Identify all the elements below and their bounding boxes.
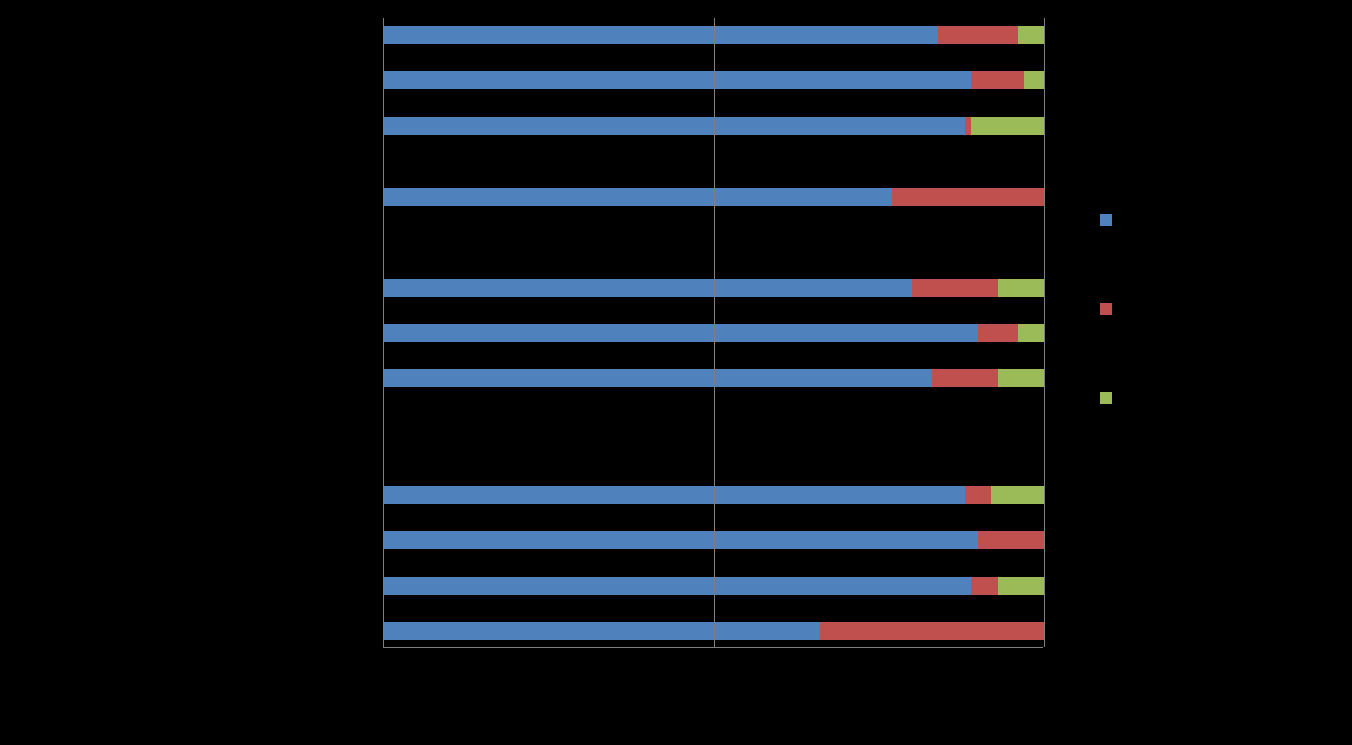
- bar-segment-series_c: [1024, 71, 1044, 89]
- bar-segment-series_b: [938, 26, 1017, 44]
- bar-segment-series_a: [384, 279, 912, 297]
- bar-segment-series_b: [932, 369, 998, 387]
- legend-item: Series A (blue): [1100, 210, 1340, 229]
- y-axis-category-labels: Row 1 Row 2 Row 3 Row 4 Row 5 Row 6 Row 7 Row 8…: [0, 18, 375, 648]
- bar-segment-series_a: [384, 369, 932, 387]
- bar-segment-series_a: [384, 117, 965, 135]
- legend-label: Series A (blue): [1122, 210, 1210, 229]
- bar-segment-series_a: [384, 577, 971, 595]
- bar-segment-series_a: [384, 26, 938, 44]
- category-label: Row 13: [330, 622, 375, 640]
- bar-segment-series_b: [912, 279, 998, 297]
- category-label: Row 1: [338, 26, 375, 44]
- x-axis-tick-label: 0%: [375, 652, 391, 667]
- bar-segment-series_c: [998, 577, 1044, 595]
- category-label: Row 12: [330, 577, 375, 595]
- x-axis-tick-label: 50%: [702, 652, 724, 667]
- bar-segment-series_c: [998, 279, 1044, 297]
- plot-area: [383, 18, 1043, 648]
- bar-segment-series_b: [820, 622, 1044, 640]
- bar-segment-series_a: [384, 622, 820, 640]
- bar-segment-series_b: [892, 188, 1044, 206]
- category-label: Row 6: [338, 279, 375, 297]
- category-label: Row 9: [338, 440, 375, 458]
- bar-segment-series_b: [965, 486, 991, 504]
- legend-item: Series C (green): [1100, 388, 1340, 407]
- bar-segment-series_c: [1018, 324, 1044, 342]
- category-label: Row 5: [338, 233, 375, 251]
- bar-segment-series_a: [384, 486, 965, 504]
- bar-segment-series_b: [965, 117, 972, 135]
- legend-swatch: [1100, 303, 1112, 315]
- x-axis-tick-label: 100%: [1028, 652, 1057, 667]
- bar-segment-series_b: [978, 531, 1044, 549]
- category-label: Row 4: [338, 188, 375, 206]
- bar-segment-series_c: [991, 486, 1044, 504]
- bar-segment-series_c: [998, 369, 1044, 387]
- bar-segment-series_b: [971, 577, 997, 595]
- gridline-vertical: [714, 18, 715, 647]
- legend-swatch: [1100, 214, 1112, 226]
- bar-segment-series_a: [384, 188, 892, 206]
- bar-segment-series_c: [971, 117, 1044, 135]
- category-label: Row 8: [338, 369, 375, 387]
- bar-segment-series_a: [384, 531, 978, 549]
- bar-segment-series_a: [384, 324, 978, 342]
- legend-swatch: [1100, 392, 1112, 404]
- x-axis-ticks: 0%50%100%: [383, 652, 1043, 672]
- legend: Series A (blue) Series B (red) Series C (g…: [1100, 210, 1340, 476]
- stacked-bar-chart: 0%50%100% Row 1Row 2Row 3Row 4Row 5Row 6…: [0, 0, 1352, 745]
- category-label: Row 10: [330, 486, 375, 504]
- bar-segment-series_b: [978, 324, 1018, 342]
- category-label: Row 3: [338, 117, 375, 135]
- bar-segment-series_b: [971, 71, 1024, 89]
- bar-segment-series_c: [1018, 26, 1044, 44]
- category-label: Row 7: [338, 324, 375, 342]
- legend-label: Series C (green): [1122, 388, 1217, 407]
- legend-label: Series B (red): [1122, 299, 1203, 318]
- category-label: Row 11: [330, 531, 375, 549]
- gridline-vertical: [1044, 18, 1045, 647]
- legend-item: Series B (red): [1100, 299, 1340, 318]
- category-label: Row 2: [338, 71, 375, 89]
- bar-segment-series_a: [384, 71, 971, 89]
